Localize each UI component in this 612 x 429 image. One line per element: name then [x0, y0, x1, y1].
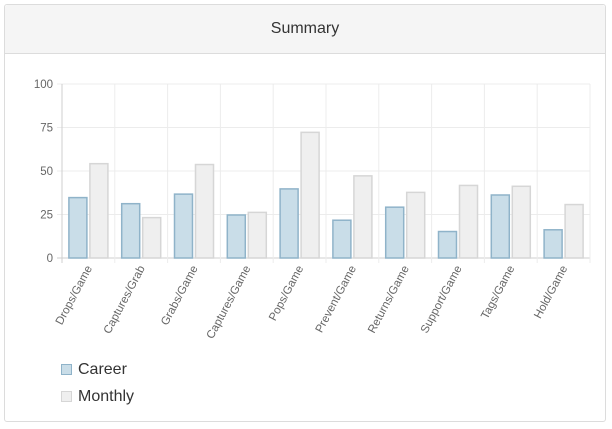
bar-career-returns-game — [384, 206, 405, 259]
panel-title: Summary — [270, 20, 340, 37]
bar-monthly-captures-grab — [141, 216, 162, 259]
bar-career-grabs-game — [173, 193, 194, 259]
x-tick-label: Prevent/Game — [314, 264, 359, 335]
bar-monthly-drops-game — [89, 162, 109, 259]
bar-monthly-support-game — [458, 184, 479, 259]
bar-career-drops-game — [68, 196, 88, 259]
x-tick-label: Captures/Game — [205, 264, 254, 341]
bar-career-captures-grab — [120, 202, 141, 259]
bar-monthly-returns-game — [405, 191, 426, 259]
y-tick-label: 0 — [47, 253, 53, 265]
x-tick-label: Captures/Grab — [102, 264, 148, 336]
bar-career-hold-game — [543, 229, 563, 259]
bar-career-captures-game — [226, 214, 247, 259]
legend-label-career: Career — [78, 360, 127, 378]
legend-item-monthly[interactable]: Monthly — [61, 383, 134, 410]
summary-panel: Summary 0 25 50 75 100 Drops/Game Captures/Gra… — [4, 4, 606, 422]
bar-career-pops-game — [279, 188, 299, 259]
x-tick-label: Drops/Game — [54, 264, 95, 327]
legend-item-career[interactable]: Career — [61, 356, 134, 383]
legend-swatch-monthly — [61, 391, 72, 402]
legend-label-monthly: Monthly — [78, 387, 135, 405]
x-tick-label: Hold/Game — [532, 264, 570, 321]
y-tick-label: 100 — [34, 79, 53, 91]
bar-chart: 0 25 50 75 100 Drops/Game Captures/Grab Grabs/G… — [34, 79, 591, 341]
bar-career-support-game — [437, 230, 458, 259]
bar-monthly-grabs-game — [194, 163, 215, 259]
bar-career-prevent-game — [332, 219, 352, 259]
chart-legend: Career Monthly — [61, 356, 134, 410]
y-tick-label: 75 — [40, 123, 53, 135]
x-tick-label: Returns/Game — [366, 264, 412, 336]
bar-career-tags-game — [490, 194, 511, 259]
y-tick-label: 50 — [40, 166, 53, 178]
legend-swatch-career — [61, 364, 72, 375]
chart-area: 0 25 50 75 100 Drops/Game Captures/Grab Grabs/G… — [5, 54, 607, 422]
bar-monthly-prevent-game — [353, 175, 373, 259]
x-tick-label: Pops/Game — [267, 264, 306, 323]
bar-monthly-hold-game — [564, 203, 584, 259]
bar-monthly-captures-game — [247, 211, 268, 259]
panel-header: Summary — [5, 5, 605, 54]
x-tick-label: Tags/Game — [479, 264, 517, 322]
x-tick-label: Grabs/Game — [159, 264, 200, 328]
bar-monthly-pops-game — [300, 131, 320, 259]
bar-monthly-tags-game — [511, 185, 532, 259]
y-tick-label: 25 — [40, 210, 53, 222]
x-tick-label: Support/Game — [419, 264, 465, 336]
